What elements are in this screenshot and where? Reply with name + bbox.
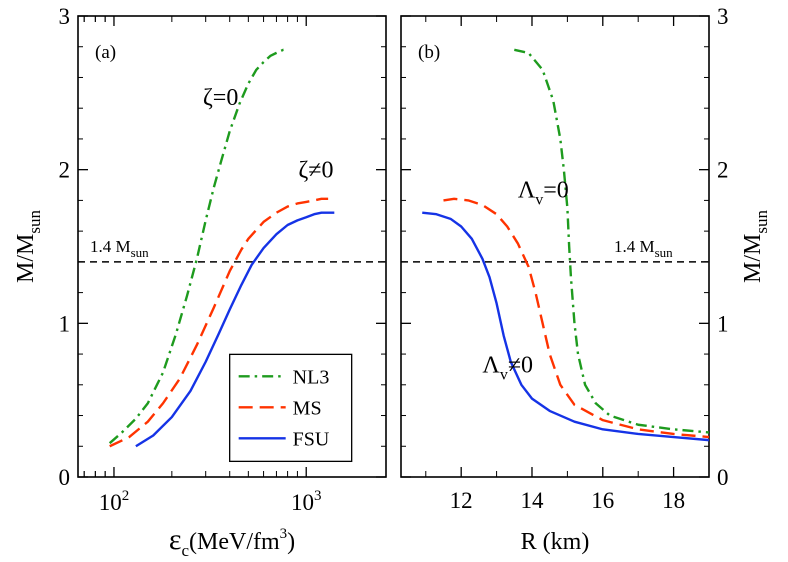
series-ms-line — [443, 197, 709, 439]
panel-label: (a) — [95, 42, 116, 63]
series-nl3-line — [108, 48, 288, 445]
series-fsu-line — [422, 211, 709, 442]
y-tick-label: 1 — [59, 311, 71, 336]
x-axis-label-units: (MeV/fm — [189, 529, 280, 555]
reference-line-label-sub: sun — [655, 245, 674, 260]
annotation-main: ζ≠0 — [298, 157, 333, 183]
x-tick-label: 18 — [662, 488, 685, 513]
x-axis-label-symbol: ε — [169, 523, 182, 556]
legend: NL3 MS FSU — [229, 353, 353, 463]
x-tick-label: 16 — [591, 488, 614, 513]
series-nl3-line — [514, 48, 709, 434]
curve-annotation: ζ=0 — [203, 85, 238, 111]
x-axis-label-close: ) — [287, 529, 295, 555]
x-axis-label: R (km) — [521, 529, 590, 555]
series-fsu-line — [135, 211, 335, 448]
curve-annotation: ζ≠0 — [298, 157, 333, 183]
reference-line-label: 1.4 Msun — [614, 237, 673, 260]
reference-line-label-sub: sun — [131, 245, 150, 260]
y-axis-label-subscript: sun — [752, 210, 771, 234]
legend-label-fsu: FSU — [293, 428, 330, 450]
y-axis-label: M/Msun — [740, 210, 771, 283]
y-axis-label-subscript: sun — [25, 210, 44, 234]
annotation-main: ζ=0 — [203, 85, 238, 111]
annotation-main: Λ — [518, 177, 536, 203]
x-axis-label-superscript: 3 — [280, 526, 288, 542]
legend-label-nl3: NL3 — [293, 366, 330, 388]
x-tick-exponent: 3 — [314, 488, 322, 504]
y-axis-label: M/Msun — [13, 210, 44, 283]
panel-label: (b) — [418, 42, 440, 63]
annotation-rest: =0 — [543, 177, 569, 203]
x-tick-base: 10 — [291, 490, 314, 515]
y-tick-label: 1 — [717, 311, 729, 336]
series-ms-line — [109, 197, 329, 448]
x-tick-label: 102 — [99, 488, 129, 515]
x-axis-label-subscript: c — [181, 541, 189, 560]
x-tick-label: 12 — [450, 488, 473, 513]
y-tick-label: 3 — [59, 4, 71, 29]
reference-line-label-main: 1.4 M — [614, 237, 655, 256]
y-tick-label: 3 — [717, 4, 729, 29]
y-tick-label: 0 — [717, 465, 729, 490]
curve-annotation: Λv≠0 — [482, 353, 533, 384]
x-tick-exponent: 2 — [122, 488, 129, 504]
y-tick-label: 0 — [59, 465, 71, 490]
x-axis-label: εc(MeV/fm3) — [169, 523, 295, 560]
curve-annotation: Λv=0 — [518, 177, 569, 208]
annotation-main: Λ — [482, 353, 500, 379]
y-tick-label: 2 — [717, 158, 729, 183]
x-tick-label: 103 — [291, 488, 322, 515]
y-tick-label: 2 — [59, 158, 71, 183]
annotation-rest: ≠0 — [508, 353, 533, 379]
plot-frame — [400, 15, 710, 478]
plot-frame — [77, 15, 387, 478]
annotation-subscript: v — [500, 367, 508, 384]
annotation-subscript: v — [535, 191, 543, 208]
y-axis-label-main: M/M — [13, 234, 39, 283]
y-axis-label-main: M/M — [740, 234, 766, 283]
legend-label-ms: MS — [293, 397, 322, 419]
x-tick-label: 14 — [520, 488, 544, 513]
reference-line-label-main: 1.4 M — [90, 237, 131, 256]
x-tick-base: 10 — [99, 490, 122, 515]
reference-line-label: 1.4 Msun — [90, 237, 149, 260]
